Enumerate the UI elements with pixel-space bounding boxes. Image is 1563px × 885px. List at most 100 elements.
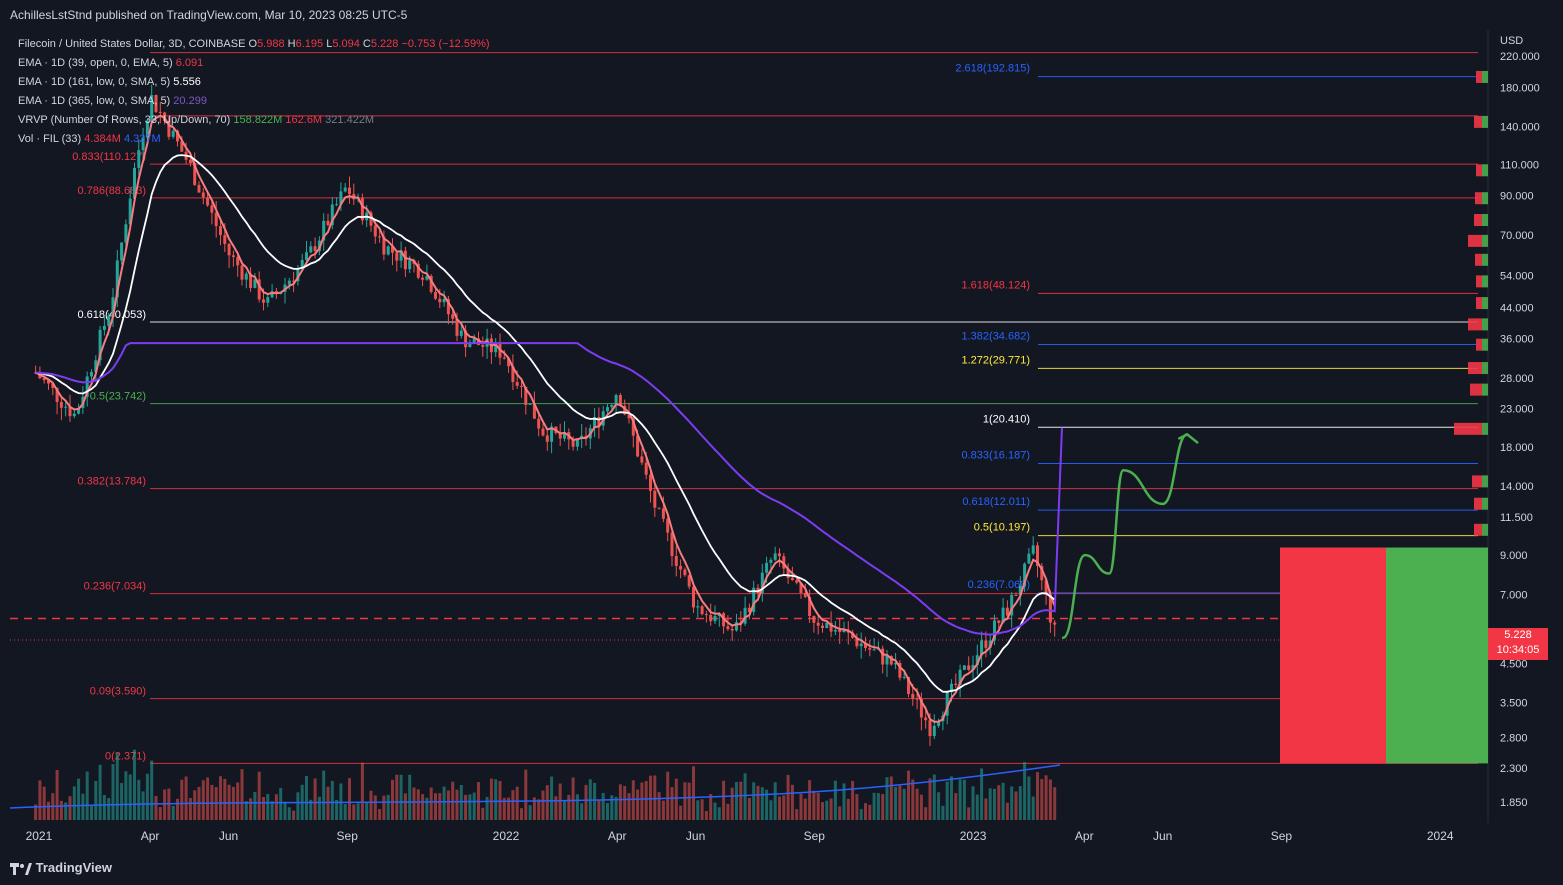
volume-bar (898, 785, 902, 820)
volume-bar (1040, 779, 1044, 820)
candle-body (378, 236, 382, 238)
legend-symbol-row[interactable]: Filecoin / United States Dollar, 3D, COI… (18, 35, 490, 54)
volume-profile-bar-down (1474, 497, 1482, 510)
candle-body (481, 345, 485, 347)
candle-body (244, 273, 248, 280)
volume-bar (365, 802, 369, 820)
price-tick-label: 14.000 (1500, 481, 1534, 493)
candle-body (623, 405, 627, 415)
candle-body (261, 299, 265, 303)
fib-level-label: 0.382(13.784) (78, 476, 147, 488)
candle-body (249, 273, 253, 288)
candle-body (571, 439, 575, 447)
candle-body (932, 725, 936, 737)
candle-body (558, 432, 562, 439)
candle-body (141, 137, 145, 151)
volume-bar (545, 785, 549, 820)
candle-body (833, 629, 837, 632)
vol-label: Vol · FIL (33) (18, 133, 82, 145)
fib-extension-label: 0.833(16.187) (962, 449, 1031, 461)
ohlc-low: 5.094 (332, 38, 360, 50)
volume-bar (68, 796, 72, 820)
tradingview-logo[interactable]: TradingView (10, 860, 112, 875)
volume-bar (790, 784, 794, 820)
projection-path (1061, 433, 1189, 640)
legend-ema1-row[interactable]: EMA · 1D (39, open, 0, EMA, 5) 6.091 (18, 54, 490, 73)
volume-profile-bar-up (1482, 422, 1488, 435)
candle-body (734, 622, 738, 631)
volume-bar (98, 764, 102, 820)
candle-body (326, 220, 330, 225)
candle-body (937, 721, 941, 726)
candle-body (145, 120, 149, 138)
candle-body (911, 693, 915, 699)
volume-bar (158, 807, 162, 820)
volume-bar (386, 794, 390, 820)
volume-profile-bar-up (1482, 297, 1488, 310)
legend-ema3-row[interactable]: EMA · 1D (365, low, 0, SMA, 5) 20.299 (18, 92, 490, 111)
volume-bar (180, 779, 184, 820)
volume-bar (442, 786, 446, 820)
volume-bar (309, 799, 313, 820)
volume-bar (765, 789, 769, 820)
candle-body (201, 192, 205, 198)
volume-bar (46, 801, 50, 820)
volume-bar (562, 800, 566, 820)
candle-body (532, 403, 536, 419)
volume-profile-bar-up (1482, 275, 1488, 288)
volume-bar (253, 791, 257, 820)
candle-body (670, 532, 674, 557)
volume-bar (541, 790, 545, 820)
volume-bar (120, 783, 124, 820)
volume-bar (373, 795, 377, 820)
volume-bar (425, 797, 429, 820)
ema3-label: EMA · 1D (365, low, 0, SMA, 5) (18, 95, 171, 107)
volume-bar (1005, 802, 1009, 820)
legend-vrvp-row[interactable]: VRVP (Number Of Rows, 33, Up/Down, 70) 1… (18, 111, 490, 130)
volume-bar (906, 770, 910, 820)
candle-body (752, 587, 756, 612)
candle-body (313, 246, 317, 252)
volume-bar (89, 804, 93, 820)
candle-body (825, 622, 829, 628)
legend-ema2-row[interactable]: EMA · 1D (161, low, 0, SMA, 5) 5.556 (18, 73, 490, 92)
volume-bar (390, 779, 394, 820)
candle-body (1010, 594, 1014, 616)
legend-vol-row[interactable]: Vol · FIL (33) 4.384M 4.327M (18, 130, 490, 149)
ema3-value: 20.299 (173, 95, 207, 107)
fib-extension-label: 1.382(34.682) (962, 331, 1031, 343)
volume-bar (623, 785, 627, 820)
time-tick-label: 2023 (960, 829, 987, 843)
candle-body (984, 640, 988, 648)
candle-body (855, 637, 859, 647)
fib-level-label: 0.09(3.590) (90, 686, 146, 698)
volume-bar (842, 783, 846, 820)
ema2-label: EMA · 1D (161, low, 0, SMA, 5) (18, 76, 171, 88)
volume-bar (421, 794, 425, 820)
candle-body (816, 622, 820, 626)
volume-profile-bar-up (1482, 214, 1488, 227)
volume-bar (881, 794, 885, 820)
ema1-value: 6.091 (175, 57, 204, 69)
volume-bar (932, 774, 936, 820)
candle-body (1031, 545, 1035, 554)
candle-body (550, 426, 554, 442)
volume-profile-bar-up (1482, 523, 1488, 536)
candle-body (859, 643, 863, 647)
candle-body (889, 655, 893, 665)
volume-bar (206, 777, 210, 820)
candle-body (218, 226, 222, 236)
volume-bar (1027, 776, 1031, 820)
candle-body (967, 665, 971, 670)
volume-bar (1031, 796, 1035, 820)
candle-body (120, 242, 124, 261)
volume-bar (266, 794, 270, 820)
volume-bar (580, 803, 584, 820)
candle-body (451, 314, 455, 319)
candle-body (1040, 565, 1044, 581)
volume-profile-bar-up (1482, 115, 1488, 128)
candle-body (206, 197, 210, 206)
volume-bar (636, 789, 640, 820)
volume-bar (261, 797, 265, 820)
